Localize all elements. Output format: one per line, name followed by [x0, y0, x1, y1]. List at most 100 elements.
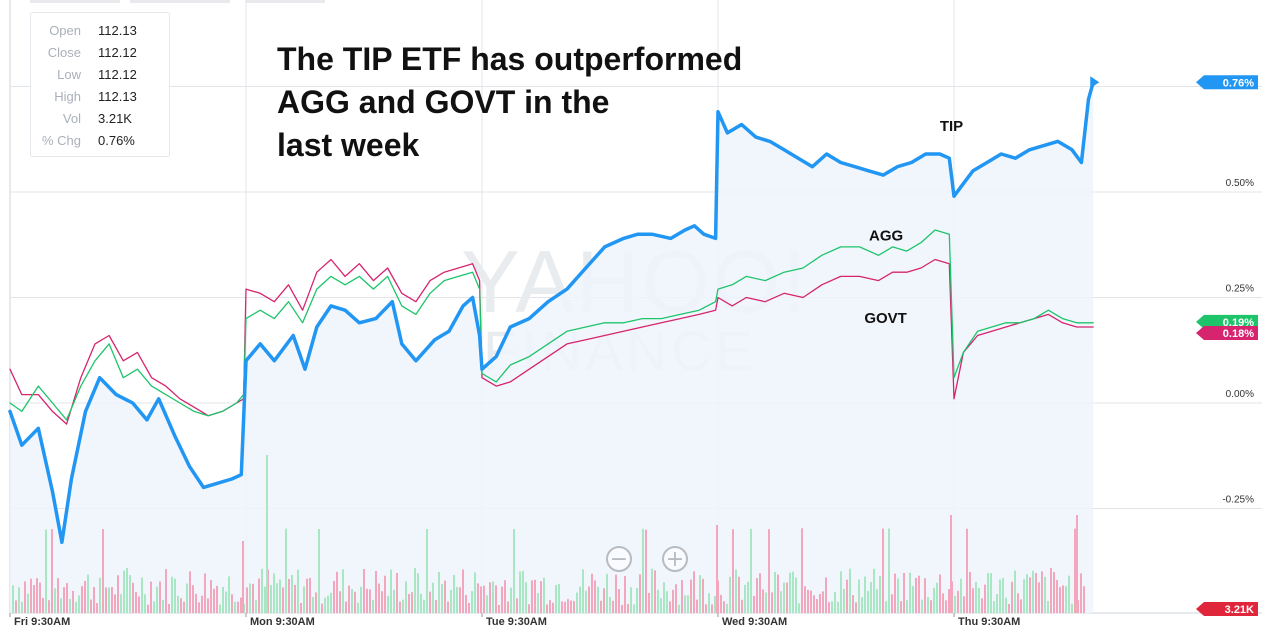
ohlc-value: 0.76%	[98, 132, 135, 148]
volume-bar	[786, 582, 788, 613]
volume-bar	[378, 583, 380, 613]
volume-bar	[78, 595, 80, 613]
zoom-in-button[interactable]: +	[662, 546, 688, 572]
volume-bar	[855, 602, 857, 613]
volume-bar	[1065, 586, 1067, 613]
volume-bar	[108, 587, 110, 613]
volume-bar	[1026, 574, 1028, 613]
volume-bar	[390, 569, 392, 613]
volume-bar	[762, 589, 764, 613]
volume-bar	[549, 600, 551, 613]
volume-bar	[885, 601, 887, 613]
volume-bar	[1029, 577, 1031, 613]
volume-bar	[1074, 528, 1076, 613]
volume-bar	[306, 578, 308, 613]
volume-bar	[681, 580, 683, 613]
volume-bar	[528, 604, 530, 613]
volume-bar	[480, 586, 482, 613]
volume-bar	[1056, 580, 1058, 613]
volume-bar	[264, 586, 266, 613]
volume-bar	[393, 589, 395, 613]
ohlc-value: 112.13	[98, 22, 137, 38]
volume-bar	[846, 579, 848, 613]
volume-bar	[900, 601, 902, 613]
volume-bar	[828, 602, 830, 613]
volume-bar	[759, 573, 761, 613]
volume-bar	[639, 574, 641, 613]
volume-bar	[716, 525, 718, 613]
volume-bar	[1008, 604, 1010, 613]
volume-bar	[21, 601, 23, 613]
volume-bar	[372, 599, 374, 613]
volume-bar	[81, 586, 83, 613]
end-flag-agg-text: 0.19%	[1223, 317, 1254, 329]
volume-bar	[837, 601, 839, 613]
volume-bar	[537, 593, 539, 613]
volume-bar	[864, 576, 866, 613]
volume-bar	[666, 591, 668, 613]
volume-bar	[579, 586, 581, 613]
volume-bar	[1017, 593, 1019, 613]
volume-bar	[87, 574, 89, 613]
volume-bar	[450, 589, 452, 613]
volume-bar	[561, 601, 563, 613]
zoom-out-button[interactable]: −	[606, 546, 632, 572]
volume-bar	[840, 571, 842, 613]
volume-bar	[180, 598, 182, 613]
volume-bar	[1059, 587, 1061, 613]
volume-bar	[1071, 603, 1073, 613]
volume-bar	[1047, 601, 1049, 613]
volume-bar	[960, 578, 962, 613]
ohlc-row-pct-chg: % Chg 0.76%	[31, 129, 137, 151]
volume-bar	[582, 569, 584, 613]
volume-bar	[438, 571, 440, 613]
volume-bar	[993, 601, 995, 613]
ohlc-value: 112.13	[98, 88, 137, 104]
volume-bar	[513, 528, 515, 613]
volume-bar	[18, 587, 20, 613]
end-flag-volume-text: 3.21K	[1225, 604, 1254, 616]
volume-bar	[15, 600, 17, 613]
volume-bar	[120, 594, 122, 613]
volume-bar	[54, 588, 56, 613]
end-flag-volume-shape	[1196, 602, 1258, 616]
volume-bar	[519, 571, 521, 613]
volume-bar	[168, 604, 170, 613]
volume-bar	[297, 569, 299, 613]
volume-bar	[894, 573, 896, 613]
ohlc-label: Vol	[62, 110, 81, 126]
x-tick-label: Tue 9:30AM	[486, 616, 547, 628]
end-flag-govt-text: 0.18%	[1223, 328, 1254, 340]
volume-bar	[420, 593, 422, 613]
volume-bar	[111, 586, 113, 613]
y-tick-label: 0.00%	[1226, 389, 1254, 400]
volume-bar	[540, 581, 542, 613]
volume-bar	[525, 582, 527, 613]
volume-bar	[756, 578, 758, 613]
volume-bar	[783, 582, 785, 613]
volume-bar	[609, 596, 611, 613]
volume-bar	[384, 575, 386, 613]
volume-bar	[831, 601, 833, 613]
volume-bar	[321, 603, 323, 613]
volume-bar	[657, 589, 659, 613]
volume-bar	[51, 529, 53, 613]
volume-bar	[909, 572, 911, 613]
volume-bar	[735, 569, 737, 613]
volume-bar	[288, 578, 290, 613]
volume-bar	[708, 593, 710, 613]
volume-bar	[192, 585, 194, 613]
volume-bar	[231, 594, 233, 613]
volume-bar	[987, 572, 989, 613]
volume-bar	[588, 586, 590, 613]
volume-bar	[738, 576, 740, 613]
volume-bar	[633, 604, 635, 613]
headline-line: last week	[277, 127, 420, 163]
volume-bar	[879, 575, 881, 613]
volume-bar	[726, 603, 728, 613]
ohlc-label: Close	[47, 44, 81, 60]
volume-bar	[435, 600, 437, 613]
volume-bar	[174, 578, 176, 613]
volume-bar	[849, 568, 851, 613]
